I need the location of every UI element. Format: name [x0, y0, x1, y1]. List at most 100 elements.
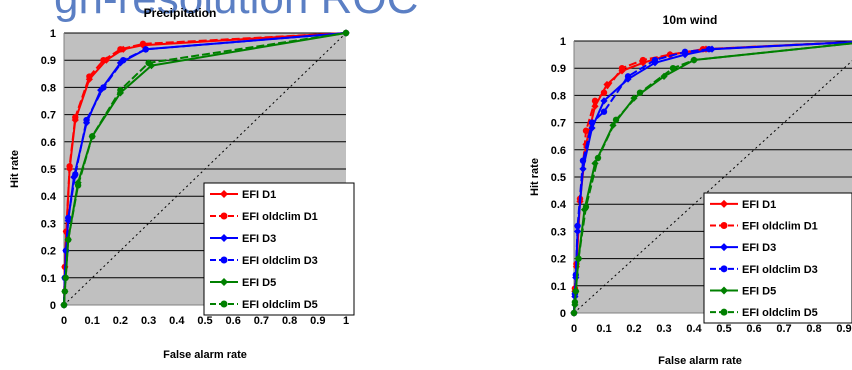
wind-x-tick-label: 0: [571, 323, 577, 335]
wind-data-point: [572, 288, 579, 295]
precipitation-data-point: [62, 274, 69, 281]
precipitation-data-point: [61, 288, 69, 295]
precipitation-x-tick-label: 0.7: [254, 315, 269, 327]
wind-data-point: [574, 222, 581, 230]
wind-y-tick-label: 0.2: [551, 254, 566, 266]
precipitation-legend-marker: [220, 256, 228, 264]
precipitation-data-point: [86, 73, 93, 80]
wind-legend-label-efi-d3: EFI D3: [742, 242, 776, 254]
precipitation-x-tick-label: 0.5: [197, 315, 212, 327]
precipitation-x-tick-label: 1: [343, 315, 349, 327]
wind-x-tick-label: 0.9: [836, 323, 851, 335]
wind-x-tick-label: 0.5: [716, 323, 731, 335]
wind-data-point: [618, 65, 626, 72]
precipitation-y-tick-label: 0.6: [41, 137, 56, 149]
wind-y-tick-label: 0.1: [551, 281, 566, 293]
precipitation-x-tick-label: 0.4: [169, 315, 185, 327]
precipitation-chart-title: Precipitation: [144, 6, 217, 20]
wind-legend-box: [703, 192, 852, 324]
precipitation-legend: EFI D1 EFI oldclim D1 EFI D3 EFI oldclim D3…: [203, 182, 355, 316]
wind-x-tick-label: 0.4: [686, 323, 702, 335]
precipitation-data-point: [120, 57, 127, 64]
wind-legend: EFI D1 EFI oldclim D1 EFI D3 EFI oldclim D3…: [703, 192, 852, 324]
wind-x-tick-label: 0.3: [656, 323, 671, 335]
wind-x-tick-label: 0.8: [806, 323, 821, 335]
wind-x-axis-label: False alarm rate: [658, 355, 742, 367]
precipitation-data-point: [65, 236, 72, 243]
wind-data-point: [705, 45, 713, 53]
precipitation-y-tick-label: 0.4: [41, 191, 57, 203]
wind-data-point: [600, 108, 608, 115]
precipitation-legend-marker: [220, 300, 228, 308]
wind-data-point: [579, 157, 587, 164]
precipitation-y-tick-label: 0.8: [41, 82, 56, 94]
precipitation-data-point: [60, 301, 68, 309]
precipitation-data-point: [72, 114, 79, 121]
precipitation-legend-label-efi-d1: EFI D1: [242, 189, 276, 201]
wind-y-tick-label: 1: [560, 36, 566, 48]
precipitation-data-point: [72, 171, 79, 178]
wind-y-tick-label: 0.9: [551, 63, 566, 75]
precipitation-legend-label-efi-d3: EFI D3: [242, 233, 276, 245]
precipitation-data-point: [342, 29, 350, 37]
wind-y-tick-label: 0.6: [551, 145, 566, 157]
wind-legend-label-efi-d1: EFI D1: [742, 199, 776, 211]
precipitation-legend-label-efi-oldclim-d1: EFI oldclim D1: [242, 211, 318, 223]
precipitation-data-point: [89, 133, 96, 140]
precipitation-roc-svg: Precipitation 0 0.1 0.2 0.3 0.4 0.5 0.6 0.7 0.8 0.…: [9, 6, 355, 361]
wind-legend-marker: [720, 199, 728, 208]
precipitation-legend-label-efi-d5: EFI D5: [242, 277, 276, 289]
wind-data-point: [600, 89, 608, 96]
wind-legend-marker: [720, 243, 728, 252]
wind-data-point: [600, 97, 608, 105]
precipitation-data-point: [139, 40, 147, 48]
precipitation-legend-marker: [220, 234, 228, 242]
precipitation-x-axis-label: False alarm rate: [163, 349, 247, 361]
wind-data-point: [636, 89, 644, 96]
wind-data-point: [639, 56, 647, 64]
precipitation-diagonal-reference: [63, 32, 347, 306]
wind-data-point: [612, 116, 620, 124]
precipitation-x-tick-label: 0.1: [85, 315, 100, 327]
wind-roc-svg: 10m wind 0 0.1 0.2 0.3 0.4 0.5 0.6 0.7 0.8 0.9 1 0 0.…: [529, 13, 852, 367]
precipitation-y-tick-label: 0.2: [41, 246, 56, 258]
wind-series-efi-oldclim-d5: [570, 42, 852, 317]
precipitation-data-point: [117, 86, 124, 94]
precipitation-legend-label-efi-oldclim-d5: EFI oldclim D5: [242, 299, 318, 311]
precipitation-y-tick-label: 1: [50, 28, 56, 40]
wind-y-tick-label: 0.7: [551, 118, 566, 130]
wind-y-tick-label: 0.4: [551, 199, 567, 211]
precipitation-x-tick-label: 0: [61, 315, 67, 327]
precipitation-x-tick-label: 0.6: [226, 315, 241, 327]
precipitation-y-tick-label: 0.5: [41, 164, 56, 176]
precipitation-legend-marker: [220, 190, 228, 198]
wind-y-tick-label: 0.8: [551, 90, 566, 102]
precipitation-y-tick-label: 0.3: [41, 218, 56, 230]
wind-legend-marker: [720, 265, 728, 273]
wind-data-point: [591, 97, 599, 105]
wind-legend-label-efi-d5: EFI D5: [742, 286, 776, 298]
wind-data-point: [582, 203, 590, 211]
precipitation-y-tick-label: 0: [50, 300, 56, 312]
wind-legend-marker: [720, 308, 728, 316]
precipitation-y-axis-label: Hit rate: [9, 150, 21, 188]
precipitation-x-tick-label: 0.3: [141, 315, 156, 327]
wind-y-tick-label: 0: [560, 308, 566, 320]
precipitation-data-point: [65, 214, 72, 222]
slide-title-fragment: gh-resolution ROC: [54, 0, 418, 24]
wind-data-point: [571, 298, 579, 306]
precipitation-series-line-efi-oldclim-d5: [63, 32, 347, 306]
wind-x-tick-label: 0.1: [596, 323, 611, 335]
wind-data-point: [624, 73, 632, 80]
wind-data-point: [690, 56, 698, 64]
wind-data-point: [582, 127, 590, 134]
precipitation-x-tick-label: 0.9: [310, 315, 325, 327]
wind-y-axis-label: Hit rate: [529, 158, 541, 196]
wind-x-tick-label: 0.6: [746, 323, 761, 335]
precipitation-data-point: [142, 46, 149, 53]
precipitation-legend-box: [203, 182, 355, 316]
precipitation-y-tick-label: 0.9: [41, 55, 56, 67]
wind-data-point: [570, 309, 578, 317]
wind-data-point: [651, 56, 659, 64]
wind-legend-marker: [720, 222, 728, 229]
